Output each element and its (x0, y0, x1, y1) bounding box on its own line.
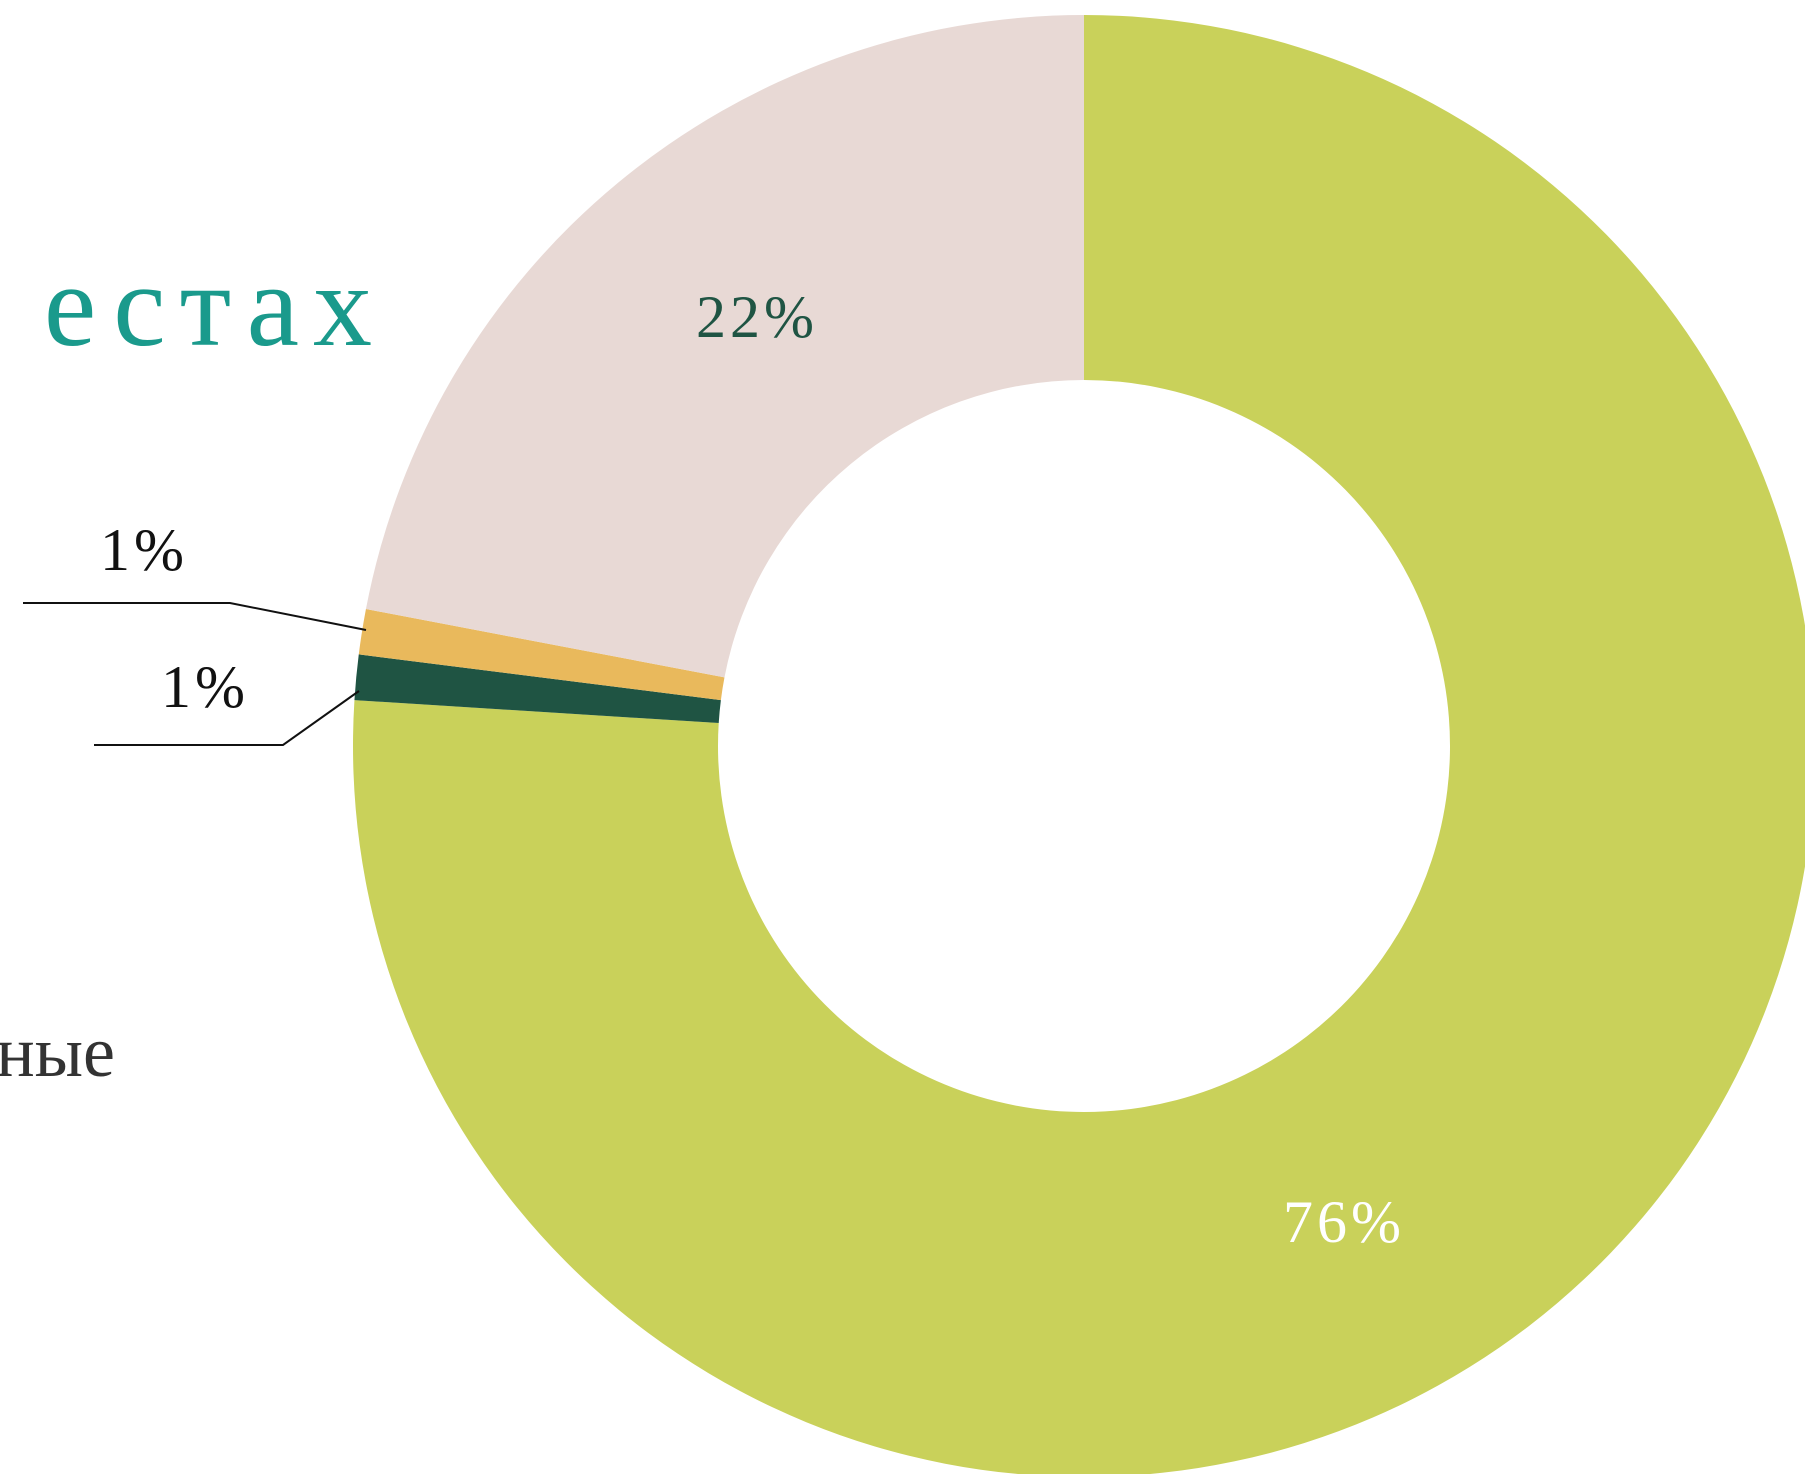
data-label: 1% (100, 517, 188, 583)
slices (353, 15, 1805, 1474)
labels: 76% 1% 1% 22% (23, 284, 1405, 1255)
slice (365, 15, 1085, 678)
title-fragment: естах (44, 240, 386, 371)
text-fragment: ные (0, 1012, 115, 1092)
data-label: 22% (696, 284, 818, 350)
slice (353, 15, 1805, 1474)
slice (354, 654, 721, 724)
data-label: 76% (1283, 1189, 1405, 1255)
leader-line (94, 690, 360, 746)
leader-line (23, 602, 367, 631)
slice (358, 609, 725, 701)
data-label: 1% (161, 654, 249, 720)
